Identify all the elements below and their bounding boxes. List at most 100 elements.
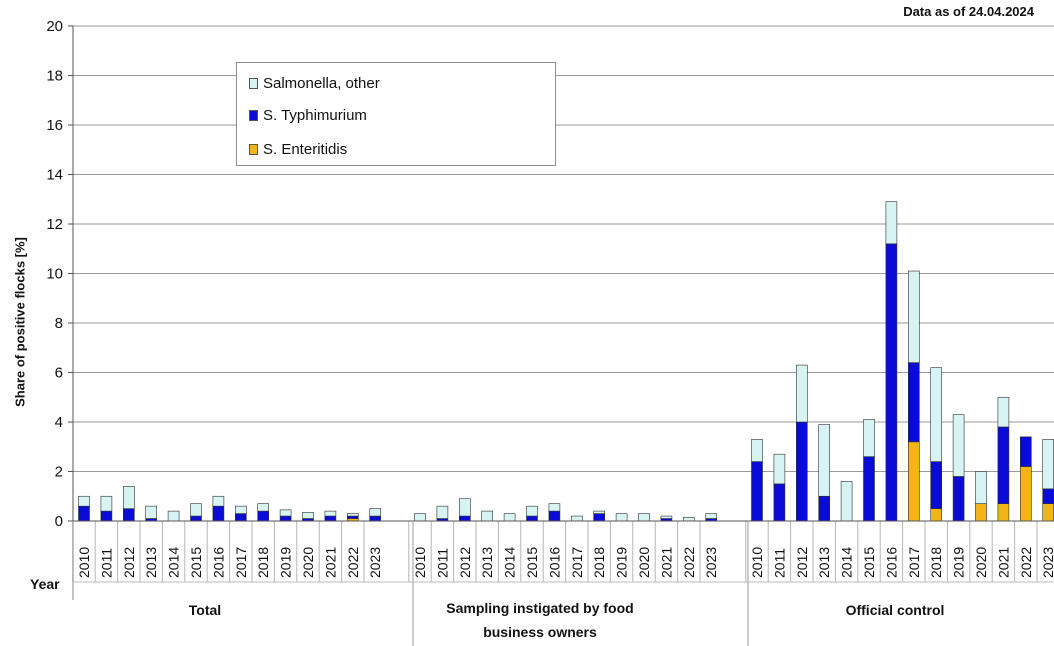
bar-segment xyxy=(863,419,875,457)
x-tick-label: 2021 xyxy=(658,547,674,578)
bar-segment xyxy=(526,505,538,517)
x-tick-label: 2014 xyxy=(839,547,855,578)
x-tick-label: 2015 xyxy=(861,547,877,578)
bar-segment xyxy=(660,515,673,519)
bar-segment xyxy=(235,505,247,514)
x-tick-label: 2018 xyxy=(928,547,944,578)
bar-segment xyxy=(302,512,314,519)
bar-segment xyxy=(773,483,786,522)
legend-label-typhimurium: S. Typhimurium xyxy=(263,106,367,124)
x-tick-label: 2012 xyxy=(457,547,473,578)
y-tick-label: 0 xyxy=(55,513,63,530)
bar-segment xyxy=(952,476,965,522)
bar-segment xyxy=(145,505,157,519)
x-tick-label: 2023 xyxy=(367,547,383,578)
bar-segment xyxy=(863,456,875,522)
bar-segment xyxy=(907,270,920,363)
y-tick-label: 12 xyxy=(46,216,63,233)
x-tick-label: 2018 xyxy=(255,547,271,578)
bar-segment xyxy=(1042,503,1054,522)
y-tick-label: 20 xyxy=(46,18,63,35)
x-tick-label: 2022 xyxy=(681,547,697,578)
bar-segment xyxy=(907,362,920,443)
bar-segment xyxy=(795,364,808,423)
bar-segment xyxy=(751,439,763,462)
legend-swatch-typhimurium xyxy=(249,109,258,121)
bar-segment xyxy=(773,453,786,485)
year-axis-label: Year xyxy=(30,576,60,592)
bar-segment xyxy=(324,510,337,517)
bar-segment xyxy=(190,515,202,522)
x-tick-label: 2023 xyxy=(703,547,719,578)
bar-segment xyxy=(930,461,943,509)
bar-segment xyxy=(324,515,337,522)
x-tick-label: 2012 xyxy=(121,547,137,578)
bar-segment xyxy=(840,481,853,522)
x-tick-label: 2013 xyxy=(143,547,159,578)
x-tick-label: 2016 xyxy=(546,547,562,578)
bar-segment xyxy=(1042,488,1054,504)
x-tick-label: 2011 xyxy=(434,548,450,578)
bar-segment xyxy=(257,503,270,512)
bar-segment xyxy=(930,508,943,522)
bar-segment xyxy=(593,510,606,514)
bar-segment xyxy=(593,513,606,522)
bar-segment xyxy=(212,505,225,522)
bar-segment xyxy=(682,516,695,522)
x-tick-label: 2021 xyxy=(322,547,338,578)
x-tick-label: 2010 xyxy=(76,547,92,578)
x-tick-label: 2014 xyxy=(166,547,182,578)
bar-segment xyxy=(414,513,426,522)
bar-segment xyxy=(212,495,225,507)
bar-segment xyxy=(346,515,359,519)
bar-segment xyxy=(548,510,561,522)
x-axis-tick-labels: 2010 2011 2012 2013 2014 2015 2016 2017 2018 2019… xyxy=(72,521,1054,582)
y-tick-label: 16 xyxy=(46,117,63,134)
x-tick-label: 2018 xyxy=(591,547,607,578)
x-tick-label: 2019 xyxy=(951,547,967,578)
bar-segment xyxy=(458,498,471,517)
x-tick-label: 2015 xyxy=(188,547,204,578)
legend-item-enteritidis: S. Enteritidis xyxy=(249,139,347,159)
x-tick-label: 2019 xyxy=(278,547,294,578)
bar-segment xyxy=(526,515,538,522)
x-tick-label: 2010 xyxy=(749,547,765,578)
x-tick-label: 2013 xyxy=(816,547,832,578)
y-tick-label: 18 xyxy=(46,68,63,85)
x-tick-label: 2022 xyxy=(345,547,361,578)
y-tick-label: 6 xyxy=(55,365,63,382)
bar-segment xyxy=(818,495,831,522)
bar-segment xyxy=(548,503,561,512)
bar-segment xyxy=(795,421,808,522)
x-tick-label: 2016 xyxy=(210,547,226,578)
x-tick-label: 2023 xyxy=(1040,547,1054,578)
bar-segment xyxy=(257,510,270,522)
x-tick-label: 2017 xyxy=(906,547,922,578)
bar-segment xyxy=(458,515,471,522)
bar-segment xyxy=(751,461,763,522)
bar-segment xyxy=(78,495,90,507)
x-tick-label: 2010 xyxy=(412,547,428,578)
bar-segment xyxy=(997,426,1010,504)
legend-swatch-other xyxy=(249,77,258,89)
y-tick-label: 2 xyxy=(55,464,63,481)
x-tick-label: 2021 xyxy=(995,547,1011,578)
bar-segment xyxy=(78,505,90,522)
gridlines xyxy=(73,25,1054,522)
bar-segment xyxy=(1019,436,1032,467)
bar-segment xyxy=(346,513,359,517)
bar-segment xyxy=(100,510,113,522)
x-tick-label: 2014 xyxy=(502,547,518,578)
group-label-official: Official control xyxy=(845,602,945,618)
bar-segment xyxy=(369,508,382,517)
y-tick-label: 8 xyxy=(55,315,63,332)
x-tick-label: 2011 xyxy=(771,548,787,578)
legend-label-enteritidis: S. Enteritidis xyxy=(263,140,348,158)
bar-segment xyxy=(885,243,898,522)
x-tick-label: 2017 xyxy=(233,547,249,578)
x-tick-label: 2013 xyxy=(479,547,495,578)
bar-segment xyxy=(975,503,987,522)
legend-item-typhimurium: S. Typhimurium xyxy=(249,105,367,125)
bar-segment xyxy=(615,513,628,522)
bars xyxy=(78,201,1054,522)
